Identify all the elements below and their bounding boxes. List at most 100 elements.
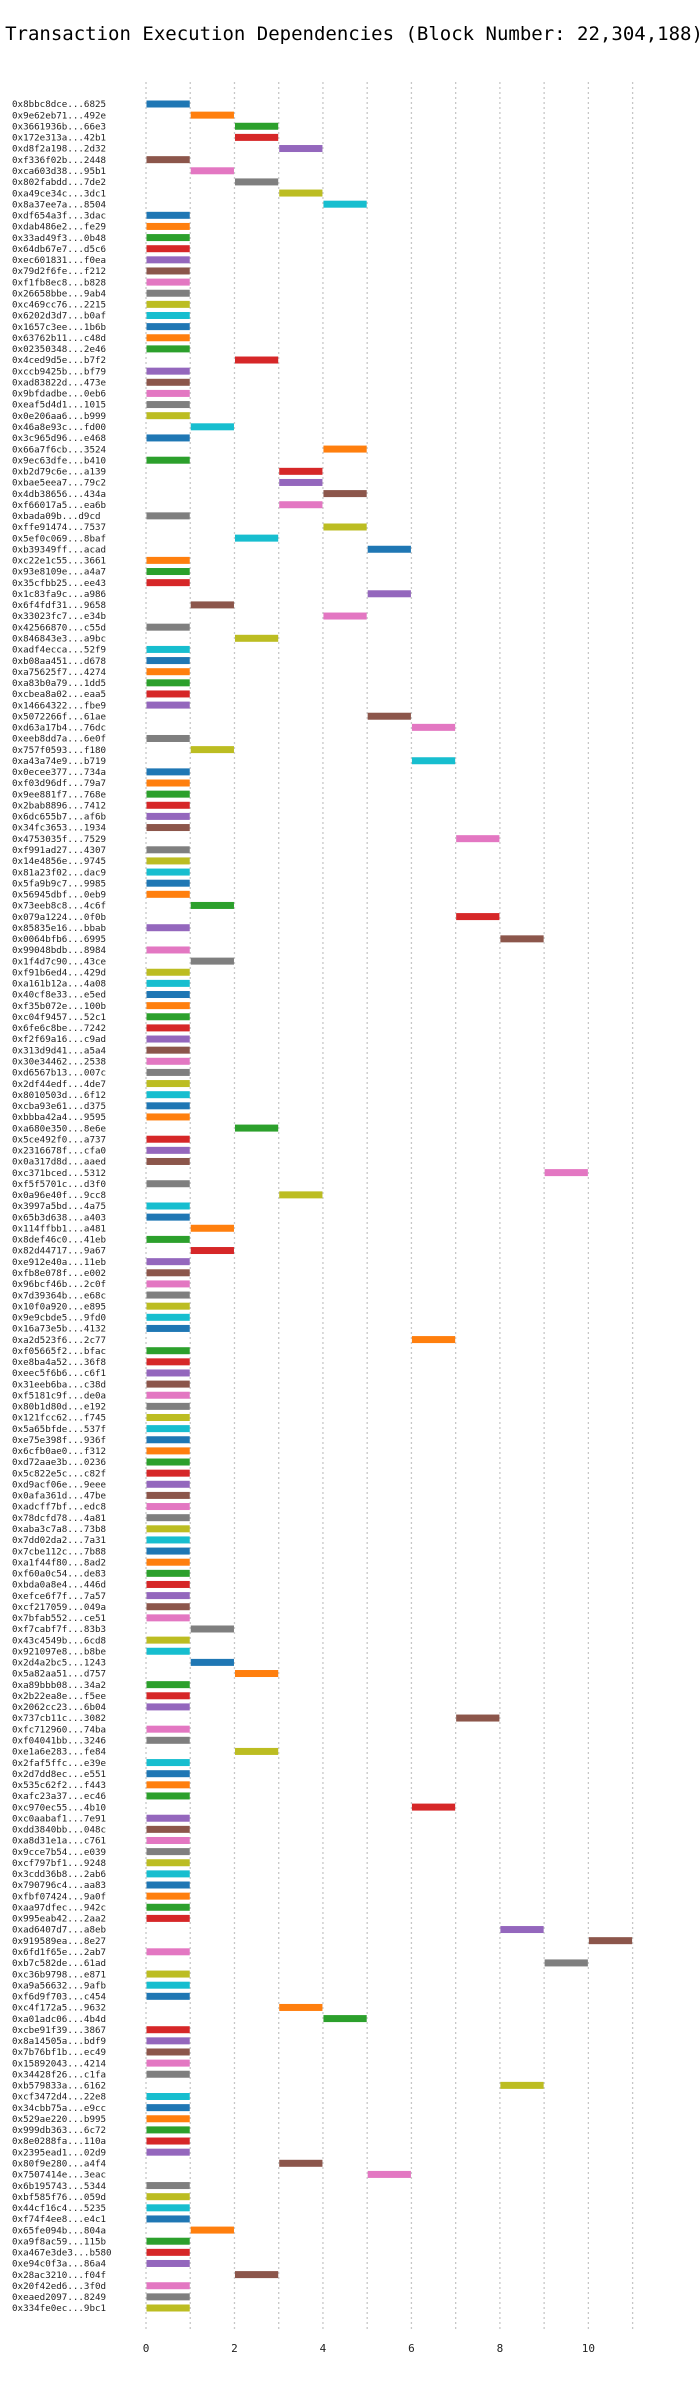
y-tick-label: 0xf336f02b...2448 bbox=[12, 155, 106, 166]
y-tick-label: 0xc371bced...5312 bbox=[12, 1168, 106, 1179]
y-tick-label: 0x334fe0ec...9bc1 bbox=[12, 2303, 106, 2314]
y-tick-label: 0xc970ec55...4b10 bbox=[12, 1802, 106, 1813]
x-tick-label: 10 bbox=[582, 2342, 595, 2355]
y-tick-label: 0x4ced9d5e...b7f2 bbox=[12, 355, 106, 366]
bar bbox=[500, 935, 544, 943]
y-tick-label: 0x0a96e40f...9cc8 bbox=[12, 1190, 106, 1201]
y-tick-label: 0xcf797bf1...9248 bbox=[12, 1858, 106, 1869]
bar bbox=[146, 2215, 190, 2223]
y-tick-label: 0xadf4ecca...52f9 bbox=[12, 645, 106, 656]
y-tick-label: 0x82d44717...9a67 bbox=[12, 1246, 106, 1257]
y-tick-label: 0xca603d38...95b1 bbox=[12, 166, 106, 177]
bar bbox=[146, 1514, 190, 1522]
y-tick-label: 0xbf585f76...059d bbox=[12, 2192, 106, 2203]
bar bbox=[146, 1002, 190, 1010]
y-tick-label: 0x529ae220...b995 bbox=[12, 2114, 106, 2125]
bar bbox=[146, 211, 190, 219]
y-tick-label: 0x0afa361d...47be bbox=[12, 1491, 106, 1502]
y-tick-label: 0xafc23a37...ec46 bbox=[12, 1791, 106, 1802]
bar bbox=[234, 1124, 279, 1132]
y-tick-label: 0x33ad49f3...0b48 bbox=[12, 233, 106, 244]
bar bbox=[146, 2148, 190, 2156]
bar bbox=[146, 924, 190, 932]
bar bbox=[190, 1224, 234, 1232]
bar bbox=[234, 356, 279, 364]
bar bbox=[146, 1903, 190, 1911]
y-tick-label: 0xa75625f7...4274 bbox=[12, 667, 107, 678]
y-tick-label: 0x3661936b...66e3 bbox=[12, 121, 106, 132]
y-tick-label: 0x114ffbb1...a481 bbox=[12, 1223, 106, 1234]
bar bbox=[146, 779, 190, 787]
y-tick-label: 0xf2f69a16...c9ad bbox=[12, 1034, 106, 1045]
y-tick-label: 0xa83b0a79...1dd5 bbox=[12, 678, 106, 689]
bar bbox=[234, 178, 279, 186]
bar bbox=[323, 200, 367, 208]
bar bbox=[146, 267, 190, 275]
y-tick-label: 0x5ce492f0...a737 bbox=[12, 1134, 106, 1145]
y-tick-label: 0x919589ea...8e27 bbox=[12, 1936, 106, 1947]
y-tick-label: 0x96bcf46b...2c0f bbox=[12, 1279, 106, 1290]
y-tick-label: 0xa01adc06...4b4d bbox=[12, 2014, 106, 2025]
bar bbox=[500, 2081, 544, 2089]
y-tick-label: 0x995eab42...2aa2 bbox=[12, 1914, 106, 1925]
y-tick-label: 0x5a82aa51...d757 bbox=[12, 1669, 106, 1680]
bar bbox=[146, 1102, 190, 1110]
y-tick-label: 0x7b76bf1b...ec49 bbox=[12, 2047, 106, 2058]
bar bbox=[146, 2137, 190, 2145]
y-tick-label: 0xd72aae3b...0236 bbox=[12, 1457, 106, 1468]
y-tick-label: 0x172e313a...42b1 bbox=[12, 133, 106, 144]
bar bbox=[279, 145, 323, 153]
y-tick-label: 0xd6567b13...007c bbox=[12, 1068, 106, 1079]
bar bbox=[279, 501, 323, 509]
bar bbox=[146, 1469, 190, 1477]
y-tick-label: 0x2df44edf...4de7 bbox=[12, 1079, 106, 1090]
y-tick-label: 0x2b22ea8e...f5ee bbox=[12, 1691, 106, 1702]
y-tick-label: 0x64db67e7...d5c6 bbox=[12, 244, 106, 255]
y-tick-label: 0xa8d31e1a...c761 bbox=[12, 1836, 106, 1847]
bar bbox=[146, 1113, 190, 1121]
bar bbox=[146, 879, 190, 887]
bar bbox=[234, 1670, 279, 1678]
bar bbox=[146, 1391, 190, 1399]
y-tick-label: 0x30e34462...2538 bbox=[12, 1056, 106, 1067]
y-tick-label: 0x2d4a2bc5...1243 bbox=[12, 1658, 106, 1669]
bar bbox=[190, 1658, 234, 1666]
y-tick-label: 0xadcff7bf...edc8 bbox=[12, 1502, 106, 1513]
bar bbox=[146, 1870, 190, 1878]
bar bbox=[146, 1313, 190, 1321]
bar bbox=[190, 423, 234, 431]
bar bbox=[146, 1547, 190, 1555]
y-tick-label: 0x43c4549b...6cd8 bbox=[12, 1635, 106, 1646]
grid-layer bbox=[145, 82, 634, 2330]
bar bbox=[146, 1202, 190, 1210]
bar bbox=[146, 1770, 190, 1778]
y-tick-label: 0xb2d79c6e...a139 bbox=[12, 467, 106, 478]
y-tick-label: 0x4753035f...7529 bbox=[12, 834, 106, 845]
y-tick-label: 0xf04041bb...3246 bbox=[12, 1736, 106, 1747]
bar bbox=[146, 734, 190, 742]
y-tick-label: 0xb579833a...6162 bbox=[12, 2081, 106, 2092]
bar bbox=[146, 579, 190, 587]
y-tick-label: 0xa1f44f80...8ad2 bbox=[12, 1557, 106, 1568]
bar bbox=[279, 2159, 323, 2167]
y-tick-label: 0xa43a74e9...b719 bbox=[12, 756, 106, 767]
bar bbox=[146, 2093, 190, 2101]
bar bbox=[190, 601, 234, 609]
y-tick-label: 0xa89bbb08...34a2 bbox=[12, 1680, 106, 1691]
bar bbox=[146, 568, 190, 576]
x-tick-label: 6 bbox=[408, 2342, 415, 2355]
bar bbox=[146, 300, 190, 308]
y-tick-label: 0xec601831...f0ea bbox=[12, 255, 106, 266]
bar bbox=[146, 1970, 190, 1978]
y-tick-label: 0x26658bbe...9ab4 bbox=[12, 288, 107, 299]
bar bbox=[190, 957, 234, 965]
bar bbox=[146, 2304, 190, 2312]
bar bbox=[279, 2003, 323, 2011]
y-tick-label: 0x7d39364b...e68c bbox=[12, 1290, 106, 1301]
y-tick-label: 0x6cfb0ae0...f312 bbox=[12, 1446, 106, 1457]
bar bbox=[234, 634, 279, 642]
y-tick-label: 0x3997a5bd...4a75 bbox=[12, 1201, 106, 1212]
bar bbox=[146, 456, 190, 464]
y-tick-label: 0xbada09b...d9cd bbox=[12, 511, 101, 522]
bar bbox=[146, 1703, 190, 1711]
